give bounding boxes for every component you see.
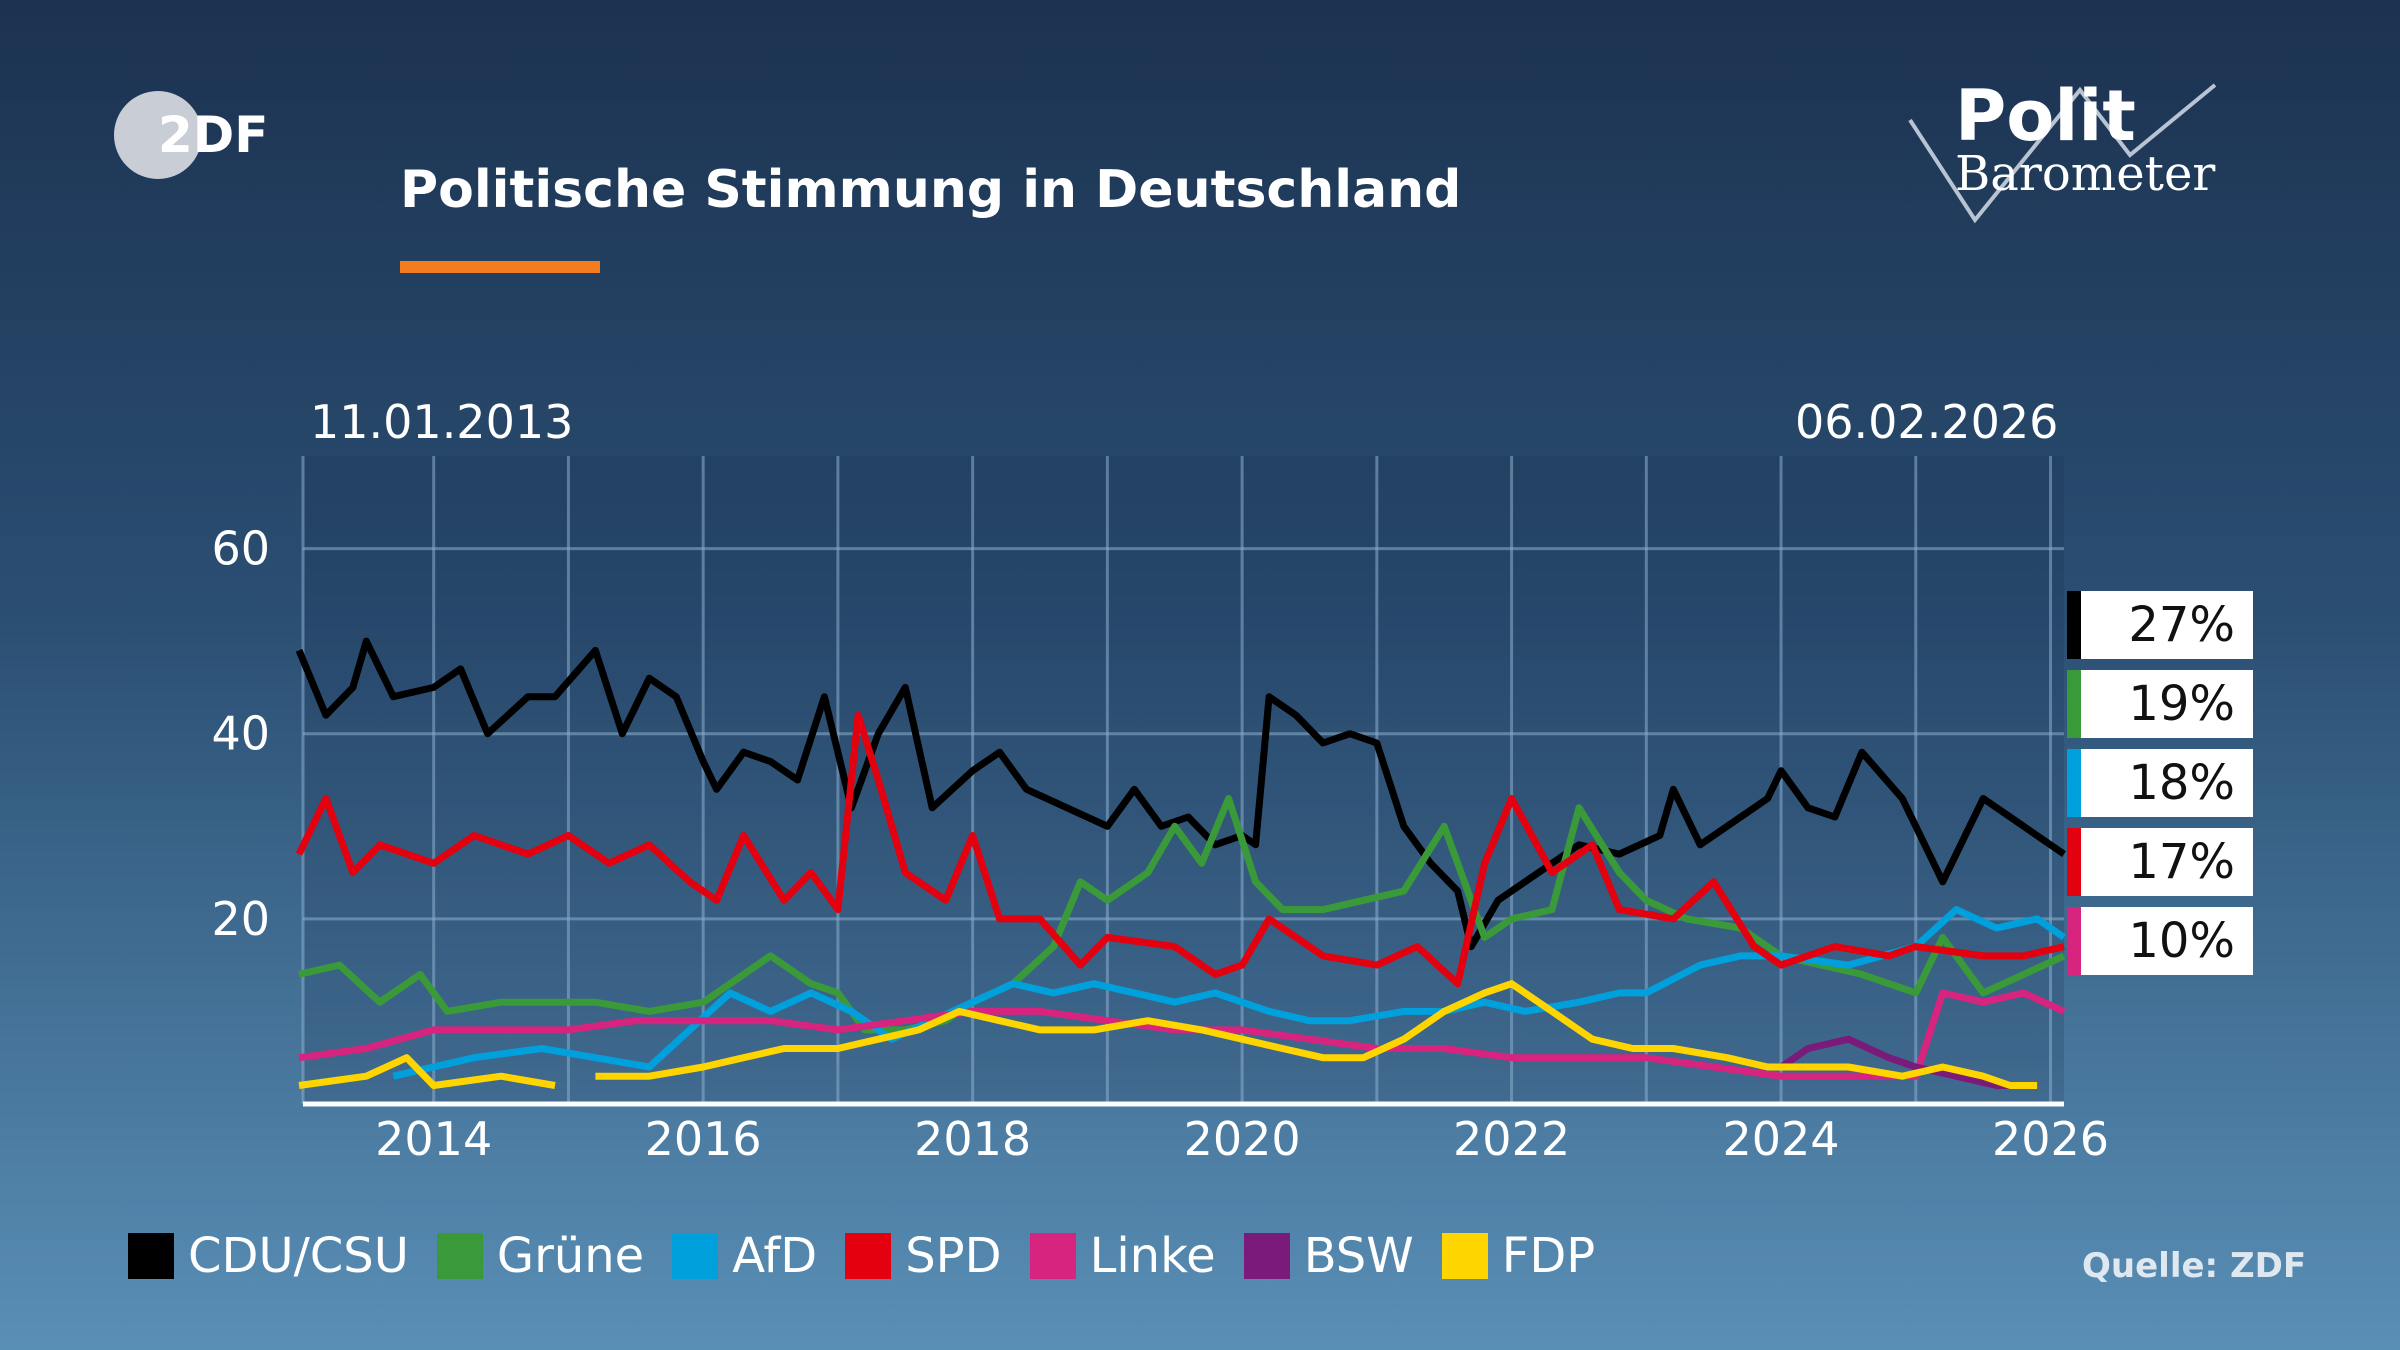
legend-swatch bbox=[1441, 1233, 1488, 1279]
legend-item: FDP bbox=[1441, 1228, 1596, 1284]
value-label: 10% bbox=[2128, 913, 2235, 969]
current-value-cdu-csu: 27% bbox=[2067, 591, 2253, 659]
legend-item: BSW bbox=[1243, 1228, 1414, 1284]
value-label: 17% bbox=[2128, 834, 2235, 890]
series-swatch bbox=[2067, 828, 2081, 896]
svg-text:Polit: Polit bbox=[1955, 75, 2136, 157]
legend-item: SPD bbox=[845, 1228, 1002, 1284]
series-swatch bbox=[2067, 670, 2081, 738]
x-tick-label: 2022 bbox=[1453, 1112, 1570, 1166]
x-tick-label: 2016 bbox=[645, 1112, 762, 1166]
legend-label: SPD bbox=[905, 1228, 1002, 1284]
politbarometer-logo: Polit Barometer bbox=[1908, 75, 2217, 224]
series-line-afd bbox=[392, 906, 2066, 1080]
svg-text:2DF: 2DF bbox=[158, 106, 268, 164]
x-tick-label: 2018 bbox=[914, 1112, 1031, 1166]
series-swatch bbox=[2067, 591, 2081, 659]
series-line-fdp bbox=[595, 980, 2038, 1089]
series-line-fdp bbox=[298, 1054, 556, 1089]
legend-item: Linke bbox=[1029, 1228, 1216, 1284]
legend-label: BSW bbox=[1303, 1228, 1414, 1284]
value-label: 27% bbox=[2128, 597, 2235, 653]
y-tick-label: 60 bbox=[211, 522, 270, 576]
x-tick-label: 2024 bbox=[1723, 1112, 1840, 1166]
series-line-linke bbox=[298, 989, 2066, 1080]
legend-item: Grüne bbox=[436, 1228, 645, 1284]
current-value-linke: 10% bbox=[2067, 907, 2253, 975]
legend-label: Grüne bbox=[496, 1228, 645, 1284]
series-swatch bbox=[2067, 907, 2081, 975]
legend-swatch bbox=[672, 1233, 719, 1279]
legend-swatch bbox=[128, 1233, 174, 1279]
legend-item: AfD bbox=[672, 1228, 817, 1284]
legend-swatch bbox=[845, 1233, 892, 1279]
current-value-afd: 18% bbox=[2067, 749, 2253, 817]
svg-text:Barometer: Barometer bbox=[1955, 146, 2215, 202]
legend-swatch bbox=[1029, 1233, 1076, 1279]
series-line-cdu-csu bbox=[295, 637, 2066, 951]
series-line-bsw bbox=[1779, 1035, 2038, 1089]
x-tick-label: 2020 bbox=[1184, 1112, 1301, 1166]
date-end: 06.02.2026 bbox=[1795, 395, 2059, 449]
legend-label: AfD bbox=[732, 1228, 818, 1284]
series-line-spd bbox=[295, 711, 2065, 988]
date-start: 11.01.2013 bbox=[310, 395, 574, 449]
zdf-logo: 2DF bbox=[114, 91, 268, 179]
chart-title: Politische Stimmung in Deutschland bbox=[400, 160, 1462, 220]
x-tick-label: 2026 bbox=[1992, 1112, 2109, 1166]
current-value-gr-ne: 19% bbox=[2067, 670, 2253, 738]
title-underline bbox=[400, 261, 600, 273]
legend-swatch bbox=[436, 1233, 483, 1279]
legend-label: FDP bbox=[1501, 1228, 1596, 1284]
x-tick-label: 2014 bbox=[375, 1112, 492, 1166]
legend-label: CDU/CSU bbox=[188, 1228, 409, 1284]
source-note: Quelle: ZDF bbox=[2082, 1246, 2307, 1286]
legend: CDU/CSU Grüne AfD SPD Linke BSW FDP bbox=[128, 1228, 1623, 1284]
legend-swatch bbox=[1243, 1233, 1290, 1279]
legend-label: Linke bbox=[1089, 1228, 1216, 1284]
plot-area bbox=[303, 456, 2064, 1104]
legend-item: CDU/CSU bbox=[128, 1228, 409, 1284]
current-value-spd: 17% bbox=[2067, 828, 2253, 896]
y-tick-label: 20 bbox=[211, 892, 270, 946]
series-swatch bbox=[2067, 749, 2081, 817]
value-label: 18% bbox=[2128, 755, 2235, 811]
y-tick-label: 40 bbox=[211, 707, 270, 761]
value-label: 19% bbox=[2128, 676, 2235, 732]
